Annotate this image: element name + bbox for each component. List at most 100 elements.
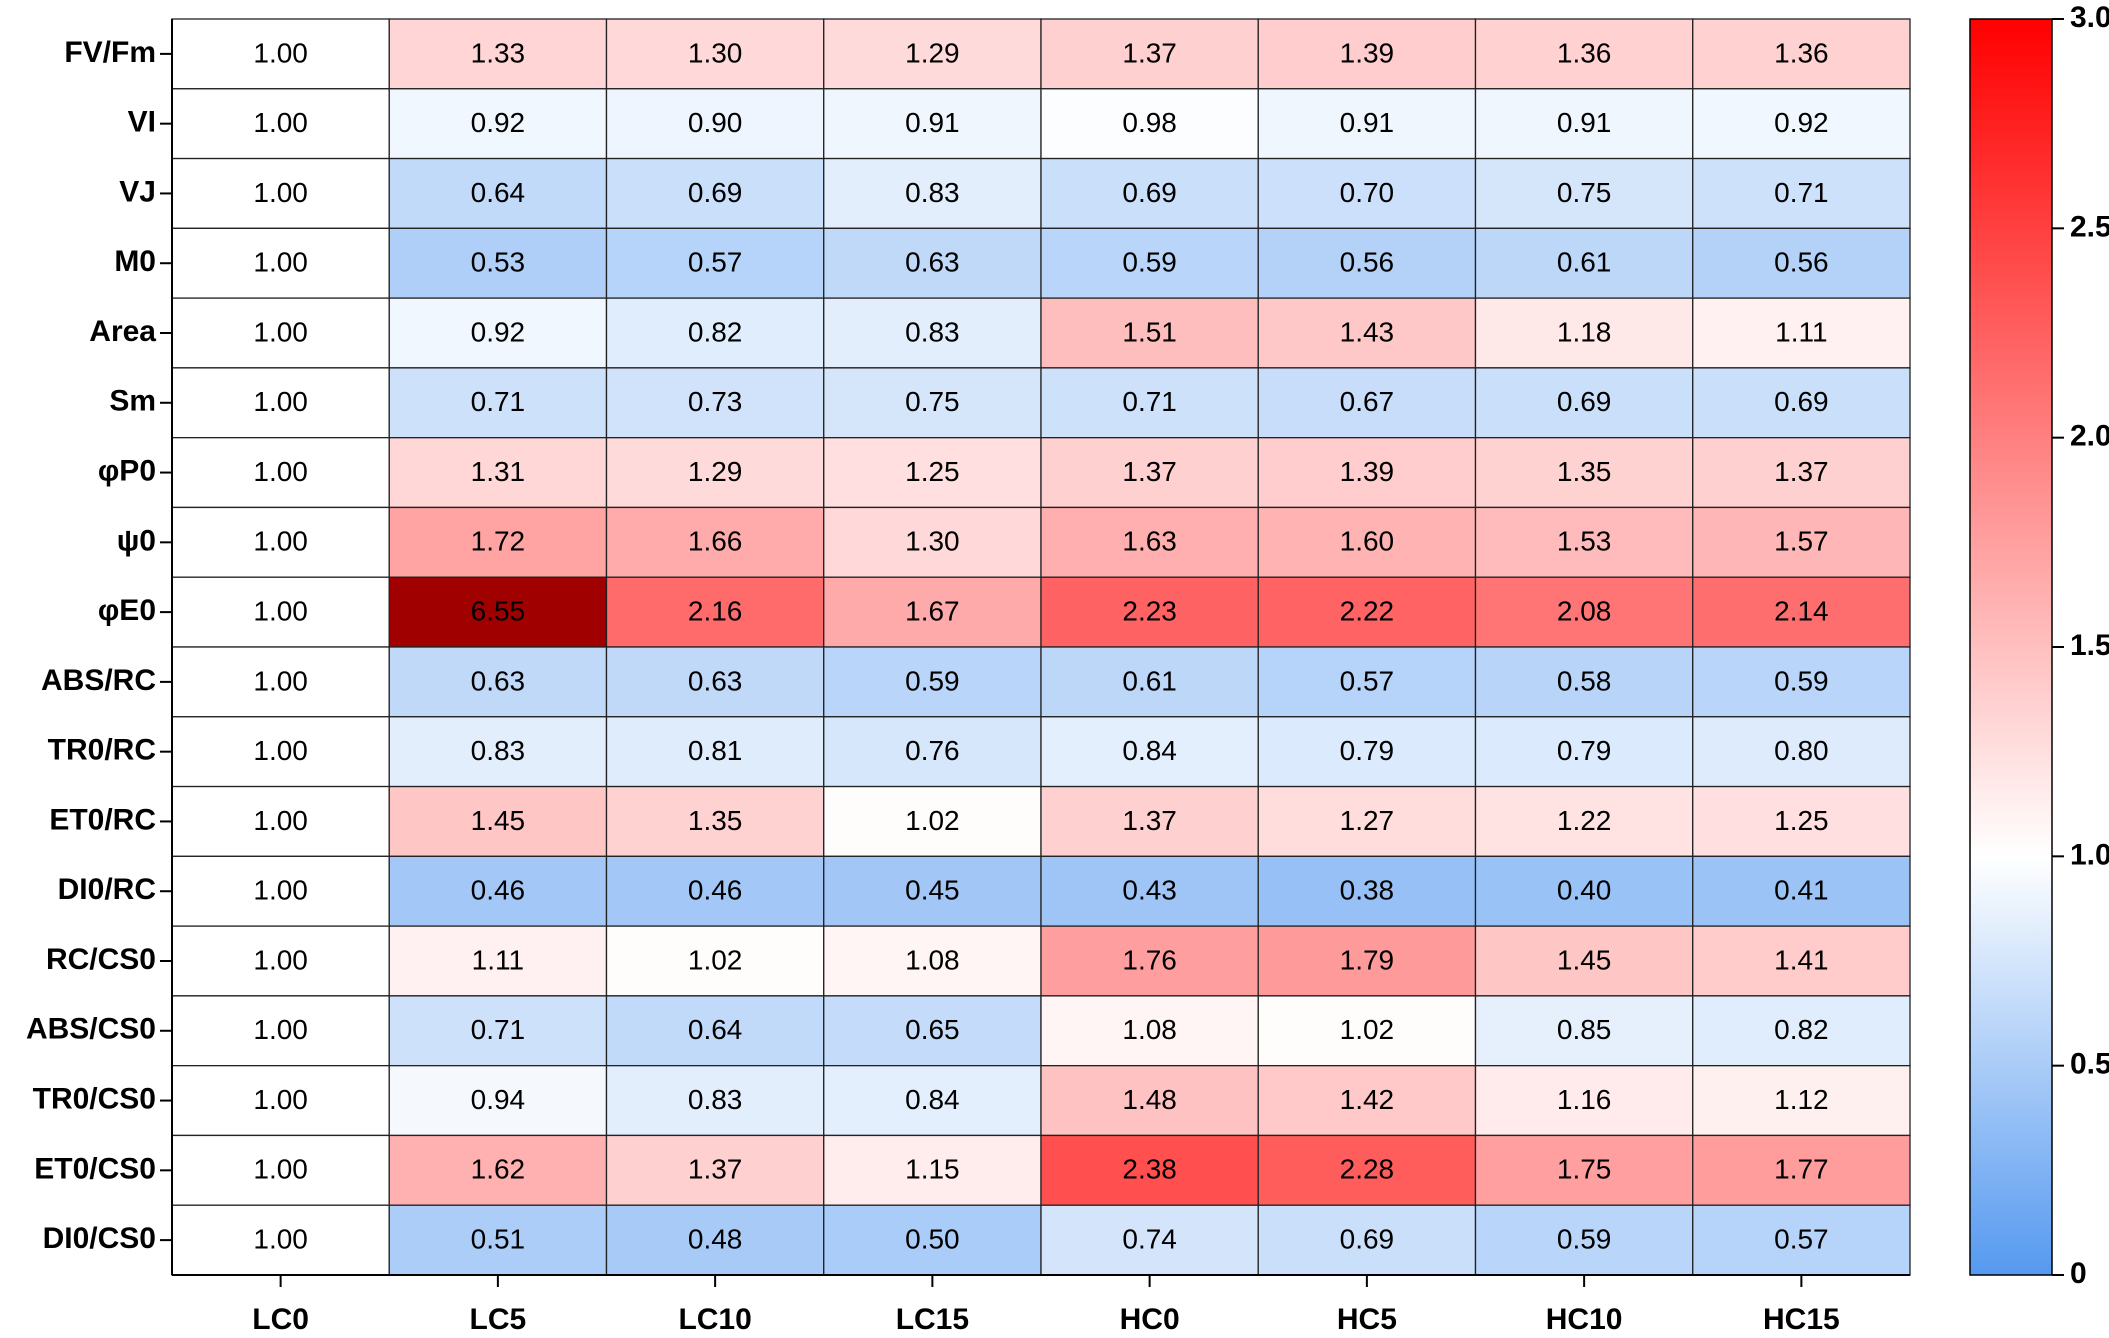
heat-cell <box>605 18 825 90</box>
y-tick-label: φP0 <box>98 454 156 487</box>
cell-label: 0.79 <box>1340 735 1395 766</box>
cell-label: 1.00 <box>253 456 308 487</box>
cell-label: 1.00 <box>253 1014 308 1045</box>
cell-label: 0.64 <box>471 177 526 208</box>
heat-cell <box>1692 576 1911 648</box>
cell-label: 6.55 <box>471 596 526 627</box>
cell-label: 0.50 <box>905 1224 960 1255</box>
y-tick-label: M0 <box>114 245 156 278</box>
cell-label: 1.30 <box>905 526 960 557</box>
heat-cell <box>388 1065 608 1137</box>
heat-cell <box>1257 437 1477 509</box>
heat-cell <box>605 855 825 927</box>
heat-cell <box>1040 506 1259 578</box>
x-tick-label: LC10 <box>678 1303 751 1336</box>
cell-label: 1.00 <box>253 735 308 766</box>
cell-label: 0.92 <box>471 107 526 138</box>
cell-label: 1.00 <box>253 1224 308 1255</box>
colorbar-tick-label: 2.0 <box>2070 420 2109 453</box>
colorbar-tick-label: 2.5 <box>2070 210 2109 243</box>
cell-label: 0.71 <box>1122 386 1177 417</box>
cell-label: 0.71 <box>1774 177 1829 208</box>
heat-cell <box>1692 646 1911 718</box>
cell-label: 1.00 <box>253 805 308 836</box>
heat-cell <box>1040 18 1259 90</box>
cell-label: 1.30 <box>688 37 743 68</box>
heat-cell <box>1257 1134 1477 1206</box>
heat-cell <box>1040 367 1259 439</box>
heat-cell <box>1040 646 1259 718</box>
cell-label: 0.56 <box>1340 247 1395 278</box>
heat-cell <box>1040 157 1259 229</box>
heat-cell <box>171 785 390 857</box>
cell-label: 1.00 <box>253 386 308 417</box>
cell-label: 0.59 <box>905 665 960 696</box>
cell-label: 1.41 <box>1774 944 1829 975</box>
heat-cell <box>171 227 390 299</box>
heat-cell <box>605 785 825 857</box>
heat-cell <box>1692 855 1911 927</box>
heat-cell <box>388 18 608 90</box>
heat-cell <box>388 367 608 439</box>
heat-cell <box>1257 297 1477 369</box>
cell-label: 0.69 <box>1340 1224 1395 1255</box>
heat-cell <box>823 576 1042 648</box>
y-tick-label: RC/CS0 <box>46 943 156 976</box>
cell-label: 1.48 <box>1122 1084 1177 1115</box>
cell-label: 0.40 <box>1557 875 1612 906</box>
y-tick-label: ψ0 <box>117 524 156 557</box>
heat-cell <box>1692 297 1911 369</box>
colorbar-tick-label: 1.0 <box>2070 838 2109 871</box>
cell-label: 1.66 <box>688 526 743 557</box>
cell-label: 0.92 <box>471 316 526 347</box>
x-tick-label: HC15 <box>1763 1303 1840 1336</box>
y-tick-label: VJ <box>119 175 156 208</box>
heat-cell <box>1257 995 1477 1067</box>
cell-label: 0.59 <box>1774 665 1829 696</box>
cell-label: 0.75 <box>1557 177 1612 208</box>
cell-label: 1.11 <box>472 944 524 975</box>
cell-label: 1.12 <box>1774 1084 1829 1115</box>
cell-label: 1.00 <box>253 316 308 347</box>
cell-label: 1.51 <box>1122 316 1177 347</box>
cell-label: 0.56 <box>1774 247 1829 278</box>
cell-label: 0.57 <box>1340 665 1395 696</box>
colorbar-tick-label: 3.0 <box>2070 1 2109 34</box>
cell-label: 1.18 <box>1557 316 1612 347</box>
heat-cell <box>388 157 608 229</box>
cell-label: 0.76 <box>905 735 960 766</box>
heat-cell <box>823 297 1042 369</box>
cell-label: 0.91 <box>905 107 960 138</box>
heat-cell <box>605 157 825 229</box>
heat-cell <box>605 576 825 648</box>
heat-cell <box>1692 506 1911 578</box>
heat-cell <box>605 227 825 299</box>
cell-label: 1.02 <box>688 944 743 975</box>
cell-label: 1.08 <box>1122 1014 1177 1045</box>
y-tick-label: ET0/CS0 <box>34 1152 156 1185</box>
cell-label: 2.28 <box>1340 1154 1395 1185</box>
cell-label: 1.37 <box>1774 456 1829 487</box>
cell-label: 0.59 <box>1122 247 1177 278</box>
heat-cell <box>605 1134 825 1206</box>
cell-label: 0.91 <box>1340 107 1395 138</box>
cell-label: 1.79 <box>1340 944 1395 975</box>
cell-label: 1.00 <box>253 247 308 278</box>
y-tick-label: ABS/RC <box>41 664 156 697</box>
cell-label: 0.71 <box>471 1014 526 1045</box>
heat-cell <box>605 1204 825 1276</box>
heat-cell <box>1257 646 1477 718</box>
cell-label: 1.62 <box>471 1154 526 1185</box>
y-tick-label: ABS/CS0 <box>26 1013 156 1046</box>
heat-cell <box>605 925 825 997</box>
heat-cell <box>1692 925 1911 997</box>
cell-label: 0.94 <box>471 1084 526 1115</box>
cell-label: 1.29 <box>905 37 960 68</box>
y-tick-label: TR0/RC <box>48 734 156 767</box>
cell-label: 1.25 <box>905 456 960 487</box>
heat-cell <box>823 646 1042 718</box>
cell-label: 1.39 <box>1340 37 1395 68</box>
cell-label: 2.23 <box>1122 596 1177 627</box>
cell-label: 0.53 <box>471 247 526 278</box>
heat-cell <box>388 1204 608 1276</box>
